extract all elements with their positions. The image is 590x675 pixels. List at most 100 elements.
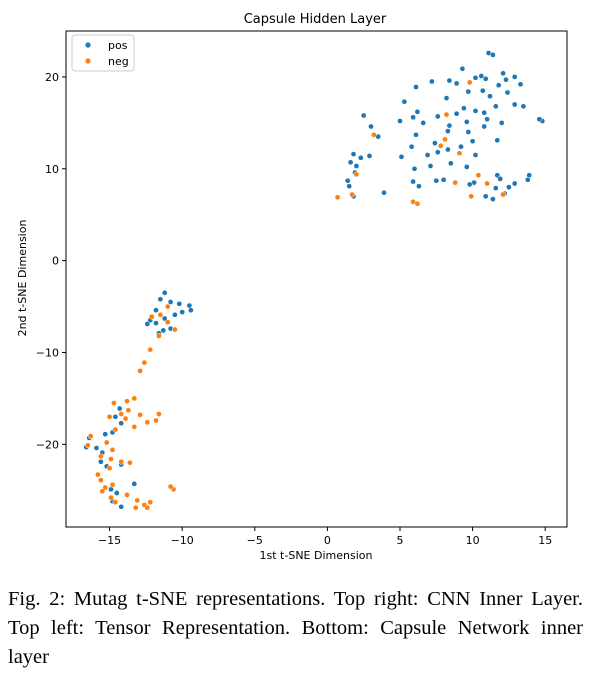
point-pos-56: [398, 153, 405, 160]
point-neg-cluster-2-40: [132, 504, 139, 511]
point-pos-32: [463, 119, 470, 125]
point-neg-cluster-2-25: [109, 446, 116, 453]
point-neg-cluster-2-43: [144, 504, 151, 511]
x-axis-label: 1st t-SNE Dimension: [260, 549, 373, 562]
point-neg-cluster-2-30: [106, 465, 113, 472]
point-pos-12: [495, 82, 502, 89]
point-neg-cluster-2-12: [125, 407, 132, 414]
point-pos-cluster-2-23: [93, 445, 100, 451]
point-pos-49: [458, 143, 464, 150]
point-pos-3: [500, 70, 506, 77]
point-neg-5: [456, 150, 463, 157]
point-neg-8: [484, 180, 490, 187]
point-neg-cluster-2-10: [124, 398, 130, 405]
point-pos-cluster-2-3: [176, 300, 183, 307]
point-neg-cluster-2-6: [147, 346, 154, 353]
point-pos-cluster-2-13: [160, 327, 167, 334]
point-pos-cluster-2-2: [157, 296, 164, 303]
point-pos-41: [368, 123, 374, 130]
point-pos-22: [520, 103, 527, 110]
point-pos-68: [497, 176, 504, 182]
point-pos-cluster-2-12: [153, 320, 159, 326]
point-pos-1: [490, 52, 496, 58]
point-pos-10: [503, 76, 509, 83]
point-neg-cluster-2-29: [127, 459, 133, 466]
point-pos-75: [346, 183, 353, 190]
point-neg-0: [466, 79, 473, 86]
point-neg-1: [443, 111, 450, 118]
point-neg-cluster-2-1: [157, 311, 164, 318]
point-pos-45: [469, 138, 476, 145]
point-neg-6: [353, 171, 360, 178]
point-pos-29: [410, 114, 416, 121]
point-pos-cluster-2-7: [153, 307, 159, 314]
legend-label-pos: pos: [108, 39, 128, 52]
point-neg-cluster-2-27: [108, 456, 114, 462]
x-tick-label: −5: [247, 534, 263, 547]
point-pos-77: [416, 183, 422, 190]
point-neg-cluster-2-26: [98, 453, 104, 460]
point-pos-83: [482, 193, 489, 200]
point-pos-36: [498, 120, 505, 126]
point-neg-cluster-2-4: [172, 326, 178, 333]
point-neg-cluster-2-14: [106, 413, 113, 420]
point-pos-61: [427, 163, 434, 169]
point-pos-53: [434, 149, 441, 156]
point-neg-cluster-2-8: [137, 368, 143, 374]
point-pos-2: [459, 65, 466, 72]
point-neg-cluster-2-20: [112, 426, 119, 433]
point-pos-cluster-2-16: [116, 405, 123, 412]
point-neg-13: [414, 200, 421, 207]
point-pos-cluster-2-11: [144, 321, 151, 327]
point-pos-19: [443, 95, 450, 101]
point-neg-cluster-2-15: [122, 415, 129, 422]
point-pos-cluster-2-20: [102, 431, 109, 438]
y-tick-label: 20: [45, 71, 59, 84]
point-pos-78: [433, 177, 440, 184]
point-pos-cluster-2-17: [112, 413, 119, 420]
point-pos-51: [445, 146, 451, 153]
point-pos-57: [472, 152, 479, 158]
point-neg-2: [371, 131, 377, 138]
point-neg-cluster-2-2: [148, 313, 155, 320]
point-pos-43: [413, 131, 419, 138]
point-pos-21: [511, 101, 518, 108]
x-tick-label: 0: [324, 534, 331, 547]
point-pos-11: [511, 74, 518, 80]
y-tick-label: 0: [52, 255, 59, 268]
point-neg-cluster-2-36: [108, 494, 114, 501]
point-pos-cluster-2-1: [167, 299, 174, 305]
point-pos-23: [461, 105, 467, 112]
x-axis: −15 −10 −5 0 5 10 15: [98, 527, 552, 547]
point-neg-cluster-2-34: [102, 484, 109, 491]
point-pos-cluster-2-30: [113, 490, 120, 496]
point-neg-14: [500, 191, 506, 198]
point-pos-20: [401, 98, 408, 105]
point-pos-31: [484, 116, 490, 123]
point-neg-cluster-2-0: [164, 303, 171, 310]
point-pos-58: [366, 153, 373, 159]
point-neg-cluster-2-35: [99, 488, 106, 495]
point-pos-73: [440, 176, 447, 183]
point-pos-9: [453, 80, 460, 87]
point-neg-7: [452, 179, 459, 186]
point-pos-79: [466, 181, 473, 188]
point-pos-38: [536, 116, 543, 123]
point-pos-40: [360, 112, 367, 119]
point-pos-42: [465, 129, 472, 135]
point-pos-82: [381, 189, 387, 196]
chart-title: Capsule Hidden Layer: [244, 12, 387, 27]
y-tick-label: 10: [45, 163, 59, 176]
point-neg-cluster-2-7: [141, 359, 148, 366]
legend-marker-neg: [85, 58, 91, 64]
point-pos-60: [353, 163, 360, 169]
point-neg-cluster-2-11: [111, 400, 117, 406]
figure-caption: Fig. 2: Mutag t-SNE representations. Top…: [8, 588, 583, 668]
point-pos-14: [465, 88, 472, 95]
point-pos-cluster-2-5: [179, 309, 186, 315]
point-neg-3: [442, 136, 448, 143]
point-pos-62: [447, 160, 454, 167]
point-neg-10: [334, 194, 341, 201]
point-pos-69: [524, 176, 531, 183]
point-pos-27: [481, 109, 488, 116]
